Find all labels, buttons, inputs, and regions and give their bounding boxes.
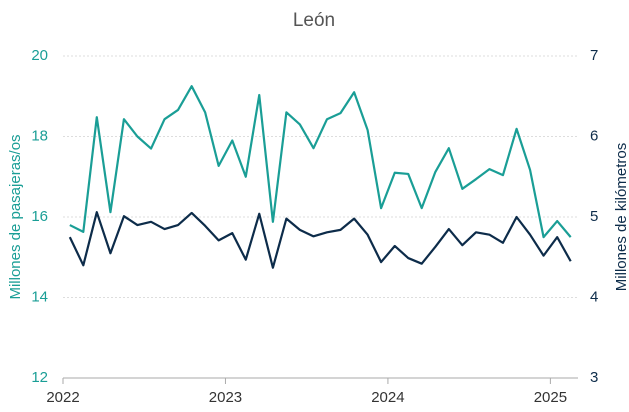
x-tick-label: 2022 — [46, 389, 79, 406]
x-tick-label: 2024 — [371, 389, 404, 406]
series-line — [68, 211, 572, 269]
y2-tick-label: 4 — [590, 288, 598, 305]
y-tick-label: 12 — [31, 369, 48, 386]
x-tick-label: 2025 — [534, 389, 567, 406]
chart-title: León — [293, 10, 335, 31]
y-tick-label: 18 — [31, 127, 48, 144]
y-axis-label: Millones de pasajeras/os — [7, 134, 24, 299]
y2-tick-label: 5 — [590, 208, 598, 225]
y-tick-label: 14 — [31, 288, 48, 305]
series-line — [69, 85, 572, 239]
y-tick-label: 20 — [31, 47, 48, 64]
y2-tick-label: 3 — [590, 369, 598, 386]
y2-tick-label: 6 — [590, 127, 598, 144]
y-tick-label: 16 — [31, 208, 48, 225]
y2-tick-label: 7 — [590, 47, 598, 64]
x-tick-label: 2023 — [209, 389, 242, 406]
y2-axis-label: Millones de kilómetros — [613, 143, 629, 291]
